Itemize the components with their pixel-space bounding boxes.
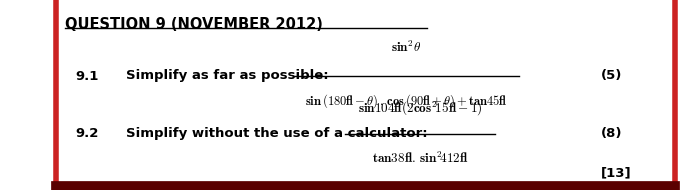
Text: $\mathbf{sin104°(2cos^2\!15°-1)}$: $\mathbf{sin104°(2cos^2\!15°-1)}$ <box>358 100 482 118</box>
Text: (5): (5) <box>601 70 622 82</box>
Text: Simplify as far as possible:: Simplify as far as possible: <box>126 70 329 82</box>
Text: QUESTION 9 (NOVEMBER 2012): QUESTION 9 (NOVEMBER 2012) <box>65 17 323 32</box>
Text: $\mathbf{sin\,(180°-\theta)\,.\,cos\,(90°+\theta)+tan45°}$: $\mathbf{sin\,(180°-\theta)\,.\,cos\,(90… <box>305 92 507 110</box>
Text: 9.2: 9.2 <box>75 127 98 140</box>
Text: $\mathbf{sin^2\theta}$: $\mathbf{sin^2\theta}$ <box>391 40 421 55</box>
Text: Simplify without the use of a calculator:: Simplify without the use of a calculator… <box>126 127 428 140</box>
Text: 9.1: 9.1 <box>75 70 98 82</box>
Text: $\mathbf{tan38°.\,sin^2\!412°}$: $\mathbf{tan38°.\,sin^2\!412°}$ <box>372 151 469 166</box>
Text: (8): (8) <box>601 127 622 140</box>
Text: [13]: [13] <box>601 166 632 179</box>
